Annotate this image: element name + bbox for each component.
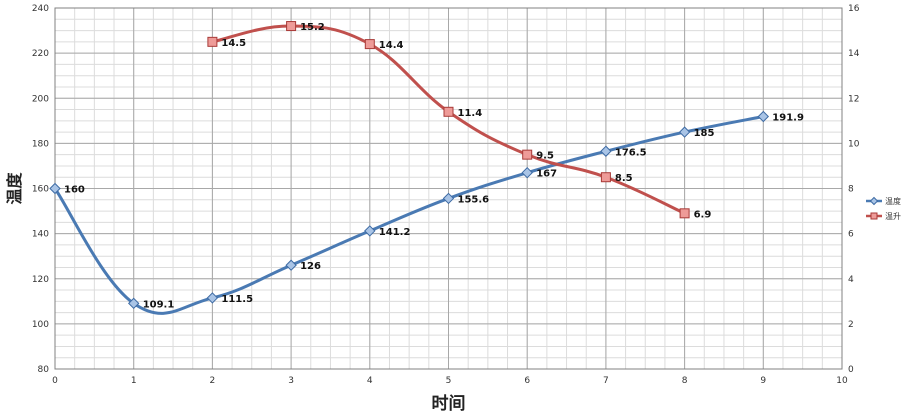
data-point-square — [443, 106, 454, 117]
right-y-tick-label: 6 — [848, 230, 854, 240]
data-point-diamond — [364, 225, 376, 237]
x-axis-title: 时间 — [432, 393, 466, 412]
right-y-tick-label: 16 — [848, 4, 860, 14]
series-markers — [49, 21, 770, 310]
data-point-diamond — [521, 166, 533, 179]
right-y-tick-label: 2 — [848, 320, 854, 330]
data-point-square — [286, 21, 297, 32]
x-tick-label: 6 — [524, 376, 530, 386]
right-y-tick-label: 12 — [848, 94, 859, 104]
right-y-tick-label: 8 — [848, 185, 854, 195]
data-point-diamond — [49, 182, 61, 195]
x-tick-label: 0 — [52, 376, 58, 386]
x-tick-label: 2 — [210, 376, 216, 386]
legend-marker-diamond — [869, 196, 879, 206]
data-point-diamond — [678, 126, 691, 138]
data-label: 185 — [694, 128, 715, 139]
left-y-tick-label: 140 — [32, 230, 49, 240]
data-label: 9.5 — [536, 151, 554, 162]
series-line-1 — [53, 115, 765, 315]
data-point-diamond — [285, 259, 297, 271]
data-label: 11.4 — [458, 108, 483, 119]
left-y-tick-label: 120 — [32, 275, 49, 285]
data-label: 111.5 — [221, 294, 253, 305]
x-tick-label: 1 — [131, 376, 137, 386]
legend-entry-label: 温升 — [885, 212, 901, 221]
data-point-diamond — [442, 192, 455, 205]
data-point-diamond — [206, 292, 219, 304]
data-label: 191.9 — [772, 113, 804, 124]
data-point-square — [600, 172, 611, 183]
left-y-tick-label: 80 — [38, 365, 50, 375]
data-point-diamond — [600, 145, 612, 157]
right-y-axis-ticks: 0 2 4 6 8 10 12 14 16 — [848, 4, 860, 375]
x-tick-label: 8 — [682, 376, 688, 386]
data-point-square — [207, 36, 218, 47]
data-label: 8.5 — [615, 173, 633, 184]
data-label: 6.9 — [694, 209, 712, 220]
x-tick-label: 5 — [446, 376, 452, 386]
x-tick-label: 4 — [367, 376, 373, 386]
left-y-tick-label: 100 — [32, 320, 49, 330]
data-point-square — [522, 149, 533, 160]
data-label: 15.2 — [300, 22, 325, 33]
x-tick-label: 9 — [760, 376, 766, 386]
data-label: 14.5 — [221, 38, 246, 49]
left-y-axis-ticks: 80 100 120 140 160 180 200 220 240 — [32, 4, 49, 375]
right-y-tick-label: 4 — [848, 275, 854, 285]
y-axis-title: 温度 — [5, 172, 24, 206]
left-y-tick-label: 220 — [32, 49, 49, 59]
data-point-square — [679, 208, 690, 219]
data-label: 176.5 — [615, 147, 647, 158]
data-point-diamond — [127, 297, 140, 310]
data-label: 14.4 — [379, 40, 404, 51]
left-y-tick-label: 240 — [32, 4, 49, 14]
legend-entry-label: 温度 — [885, 196, 901, 206]
data-point-square — [364, 39, 375, 50]
left-y-tick-label: 160 — [32, 185, 49, 195]
data-label: 167 — [536, 169, 557, 180]
data-labels: 160 109.1 111.5 126 141.2 155.6 167 176.5 185 191… — [64, 22, 804, 310]
x-tick-label: 3 — [288, 376, 294, 386]
legend-marker-square — [870, 212, 878, 220]
data-label: 160 — [64, 185, 85, 196]
left-y-tick-label: 180 — [32, 139, 49, 149]
x-tick-label: 10 — [836, 376, 848, 386]
data-label: 126 — [300, 261, 321, 272]
right-y-tick-label: 14 — [848, 49, 860, 59]
data-label: 109.1 — [143, 299, 175, 310]
right-y-tick-label: 0 — [848, 365, 854, 375]
right-y-tick-label: 10 — [848, 139, 860, 149]
x-tick-label: 7 — [603, 376, 609, 386]
left-y-tick-label: 200 — [32, 94, 49, 104]
data-label: 155.6 — [458, 194, 490, 205]
x-axis-ticks: 0 1 2 3 4 5 6 7 8 9 10 — [52, 376, 848, 386]
data-point-diamond — [757, 110, 770, 123]
data-label: 141.2 — [379, 227, 411, 238]
